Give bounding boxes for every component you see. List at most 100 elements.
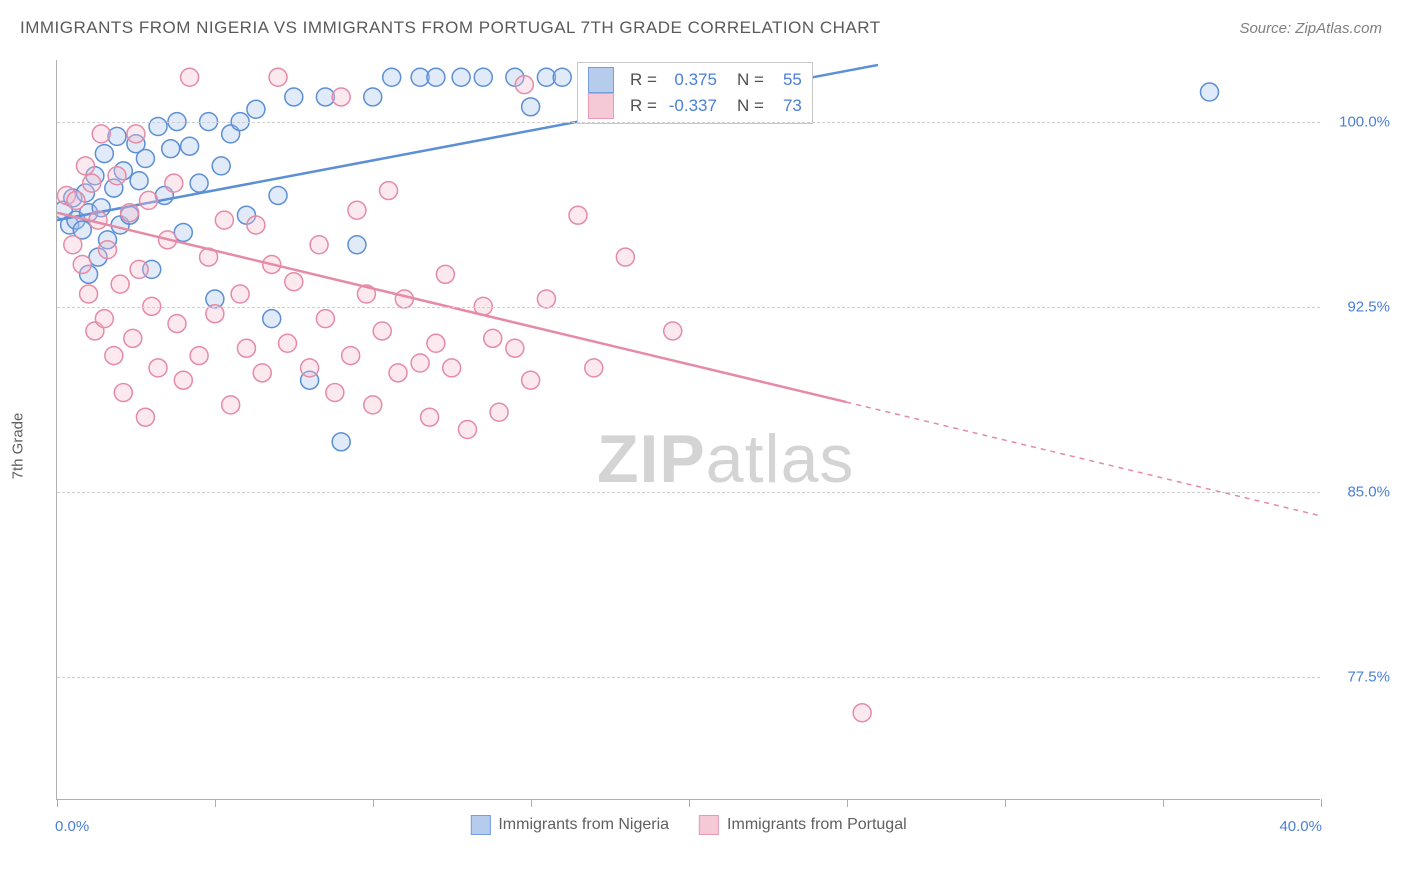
legend-swatch [470,815,490,835]
scatter-point [383,68,401,86]
plot-svg-layer [57,60,1320,799]
scatter-point [373,322,391,340]
scatter-point [553,68,571,86]
scatter-point [130,260,148,278]
stat-n-label: N = [737,67,764,93]
scatter-point [411,354,429,372]
stat-n-value: 55 [772,67,802,93]
scatter-point [105,179,123,197]
scatter-point [108,167,126,185]
scatter-point [263,255,281,273]
scatter-point [140,191,158,209]
scatter-point [436,265,454,283]
stat-r-value: 0.375 [665,67,717,93]
scatter-point [168,315,186,333]
scatter-point [86,322,104,340]
scatter-point [853,704,871,722]
stat-row: R =0.375N =55 [588,67,802,93]
scatter-point [127,135,145,153]
scatter-point [162,140,180,158]
scatter-point [92,125,110,143]
scatter-point [95,145,113,163]
source-attribution: Source: ZipAtlas.com [1239,20,1382,37]
scatter-point [484,329,502,347]
scatter-point [108,127,126,145]
scatter-point [64,236,82,254]
scatter-point [61,216,79,234]
legend-label: Immigrants from Nigeria [498,816,669,833]
x-tick [689,799,690,807]
stat-n-value: 73 [772,93,802,119]
scatter-point [569,206,587,224]
scatter-point [114,384,132,402]
scatter-point [269,186,287,204]
scatter-point [616,248,634,266]
scatter-point [143,260,161,278]
scatter-point [443,359,461,377]
scatter-point [364,396,382,414]
scatter-point [490,403,508,421]
stat-r-label: R = [630,93,657,119]
scatter-point [121,206,139,224]
scatter-plot-area: ZIPatlas R =0.375N =55R =-0.337N =73 0.0… [56,60,1320,800]
correlation-stat-box: R =0.375N =55R =-0.337N =73 [577,62,813,124]
scatter-point [215,211,233,229]
scatter-point [522,98,540,116]
scatter-point [80,265,98,283]
regression-line-dashed [846,402,1320,516]
scatter-point [427,334,445,352]
scatter-point [181,68,199,86]
x-tick [1163,799,1164,807]
scatter-point [73,221,91,239]
scatter-point [506,68,524,86]
scatter-point [326,384,344,402]
scatter-point [64,189,82,207]
scatter-point [585,359,603,377]
scatter-point [155,186,173,204]
legend-item: Immigrants from Nigeria [470,815,669,835]
scatter-point [310,236,328,254]
stat-row: R =-0.337N =73 [588,93,802,119]
scatter-point [515,76,533,94]
scatter-point [316,310,334,328]
scatter-point [136,150,154,168]
scatter-point [222,396,240,414]
scatter-point [159,231,177,249]
scatter-point [247,100,265,118]
scatter-point [80,285,98,303]
scatter-point [130,172,148,190]
scatter-point [174,371,192,389]
scatter-point [537,290,555,308]
stat-swatch [588,93,614,119]
scatter-point [206,290,224,308]
scatter-point [411,68,429,86]
gridline-h [57,492,1320,493]
scatter-point [301,359,319,377]
scatter-point [263,310,281,328]
scatter-point [89,248,107,266]
stat-swatch [588,67,614,93]
stat-r-value: -0.337 [665,93,717,119]
x-tick [1321,799,1322,807]
gridline-h [57,307,1320,308]
scatter-point [99,231,117,249]
scatter-point [121,204,139,222]
scatter-point [105,347,123,365]
scatter-point [127,125,145,143]
scatter-point [190,347,208,365]
scatter-point [285,88,303,106]
scatter-point [165,174,183,192]
x-tick [847,799,848,807]
scatter-point [342,347,360,365]
scatter-point [506,339,524,357]
scatter-point [316,88,334,106]
scatter-point [99,241,117,259]
scatter-point [1200,83,1218,101]
scatter-point [57,186,75,204]
legend-swatch [699,815,719,835]
scatter-point [80,204,98,222]
scatter-point [452,68,470,86]
x-max-label: 40.0% [1279,818,1322,835]
scatter-point [57,201,72,219]
scatter-point [111,216,129,234]
